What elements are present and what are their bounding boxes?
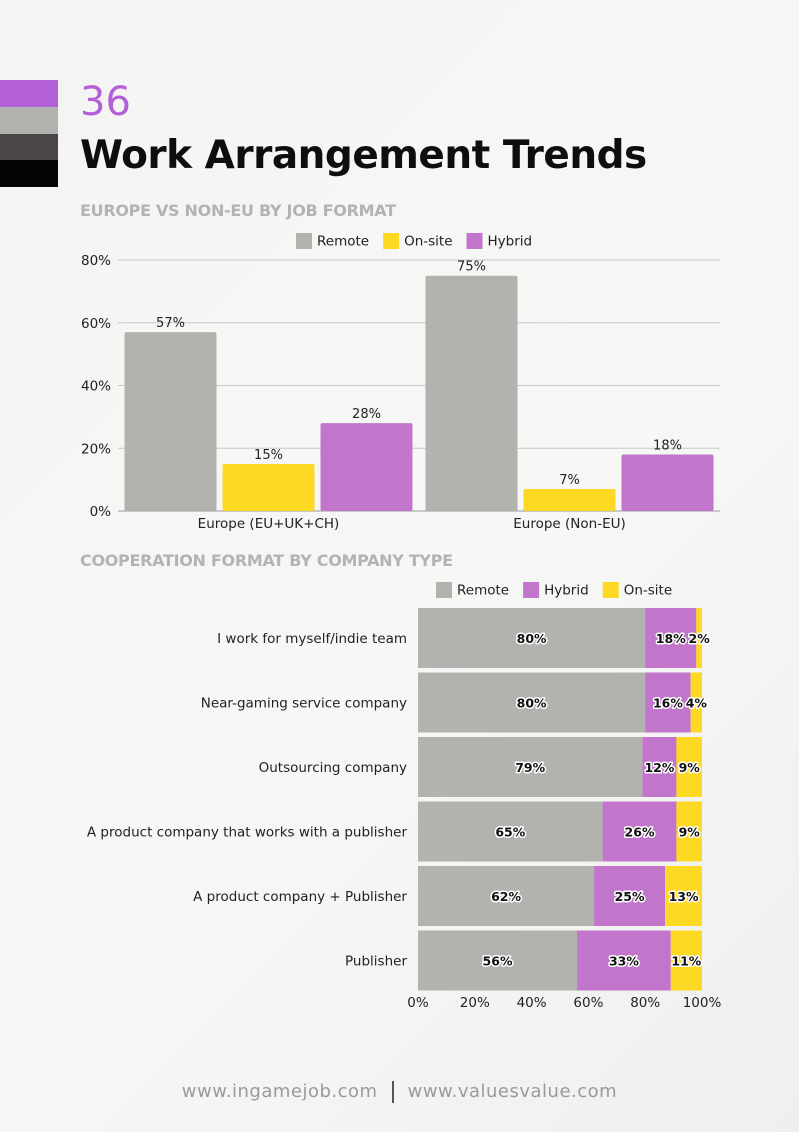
chart1-title: EUROPE VS NON-EU BY JOB FORMAT — [80, 201, 396, 220]
segment-on-site — [676, 737, 702, 797]
category-label: Publisher — [345, 954, 407, 970]
x-tick-label: 0% — [407, 995, 429, 1011]
segment-label: 9% — [679, 825, 701, 840]
segment-on-site — [690, 672, 702, 733]
legend-label-on-site: On-site — [404, 234, 452, 250]
segment-remote — [418, 737, 643, 797]
segment-on-site — [676, 801, 702, 862]
footer: www.ingamejob.com www.valuesvalue.com — [0, 1081, 799, 1103]
swatch-dark-gray — [0, 134, 58, 161]
segment-label: 25% — [615, 889, 645, 904]
segment-label: 80% — [517, 696, 547, 711]
legend-swatch-on-site — [383, 233, 400, 249]
data-label: 7% — [559, 473, 580, 488]
footer-link-valuesvalue[interactable]: www.valuesvalue.com — [407, 1081, 618, 1102]
segment-label: 65% — [495, 825, 525, 840]
footer-link-ingamejob[interactable]: www.ingamejob.com — [181, 1081, 378, 1102]
segment-label: 56% — [483, 954, 513, 969]
x-tick-label: 60% — [573, 995, 603, 1011]
y-tick-label: 20% — [81, 441, 111, 457]
legend-label-remote: Remote — [457, 583, 509, 599]
bar-hybrid — [320, 423, 413, 511]
legend-swatch-on-site — [602, 582, 619, 598]
segment-label: 11% — [671, 954, 701, 969]
page-number: 36 — [80, 79, 131, 125]
x-tick-label: Europe (EU+UK+CH) — [198, 516, 340, 532]
legend-swatch-hybrid — [466, 233, 483, 249]
data-label: 28% — [352, 407, 381, 422]
legend-swatch-remote — [436, 582, 452, 598]
chart2-title: COOPERATION FORMAT BY COMPANY TYPE — [80, 551, 453, 570]
segment-label: 79% — [515, 760, 545, 775]
segment-on-site — [665, 866, 702, 926]
segment-label: 16% — [653, 696, 683, 711]
segment-remote — [418, 608, 646, 668]
segment-label: 2% — [689, 631, 711, 646]
segment-hybrid — [602, 801, 677, 862]
bar-on-site — [523, 489, 616, 511]
segment-remote — [418, 930, 578, 991]
segment-label: 33% — [609, 954, 639, 969]
segment-hybrid — [577, 930, 671, 991]
segment-on-site — [696, 608, 702, 668]
swatch-gray — [0, 107, 58, 134]
segment-label: 18% — [656, 631, 686, 646]
footer-divider — [391, 1081, 394, 1103]
segment-label: 62% — [491, 889, 521, 904]
data-label: 15% — [254, 448, 283, 463]
segment-remote — [418, 672, 646, 733]
bar-remote — [425, 275, 518, 511]
segment-hybrid — [642, 737, 677, 797]
segment-hybrid — [594, 866, 666, 926]
data-label: 18% — [653, 439, 682, 454]
segment-label: 80% — [517, 631, 547, 646]
category-label: Near-gaming service company — [201, 696, 407, 712]
legend-label-remote: Remote — [317, 234, 369, 250]
bar-on-site — [222, 463, 315, 511]
swatch-black — [0, 160, 58, 187]
category-label: Outsourcing company — [259, 760, 407, 776]
data-label: 75% — [457, 260, 486, 275]
swatch-purple — [0, 80, 58, 107]
page-title: Work Arrangement Trends — [80, 133, 647, 178]
segment-label: 26% — [625, 825, 655, 840]
segment-label: 13% — [669, 889, 699, 904]
grouped-bar-chart: Remote On-site Hybrid 0% 20% 40% 60% 80% 57% 15% 2… — [81, 233, 720, 532]
legend-label-on-site: On-site — [624, 583, 672, 599]
y-tick-label: 0% — [90, 504, 112, 520]
x-tick-label: Europe (Non-EU) — [513, 516, 626, 532]
y-tick-label: 60% — [81, 316, 111, 332]
segment-label: 4% — [686, 696, 708, 711]
x-tick-label: 20% — [460, 995, 490, 1011]
data-label: 57% — [156, 316, 185, 331]
segment-label: 9% — [679, 760, 701, 775]
segment-remote — [418, 801, 603, 862]
category-label: I work for myself/indie team — [217, 631, 407, 647]
x-tick-label: 100% — [683, 995, 722, 1011]
bar-hybrid — [621, 454, 714, 511]
x-tick-label: 80% — [630, 995, 660, 1011]
x-tick-label: 40% — [517, 995, 547, 1011]
legend-label-hybrid: Hybrid — [544, 583, 589, 599]
stacked-bar-chart: Remote Hybrid On-site I work for myself/ind… — [87, 582, 722, 1011]
legend-label-hybrid: Hybrid — [488, 234, 533, 250]
bar-remote — [124, 332, 217, 511]
segment-remote — [418, 866, 595, 926]
category-label: A product company that works with a publ… — [87, 825, 408, 841]
segment-hybrid — [645, 608, 697, 668]
category-label: A product company + Publisher — [193, 889, 407, 905]
segment-label: 12% — [644, 760, 674, 775]
segment-hybrid — [645, 672, 691, 733]
y-tick-label: 80% — [81, 253, 111, 269]
y-tick-label: 40% — [81, 379, 111, 395]
segment-on-site — [670, 930, 702, 991]
legend-swatch-hybrid — [523, 582, 540, 598]
legend-swatch-remote — [296, 233, 312, 249]
